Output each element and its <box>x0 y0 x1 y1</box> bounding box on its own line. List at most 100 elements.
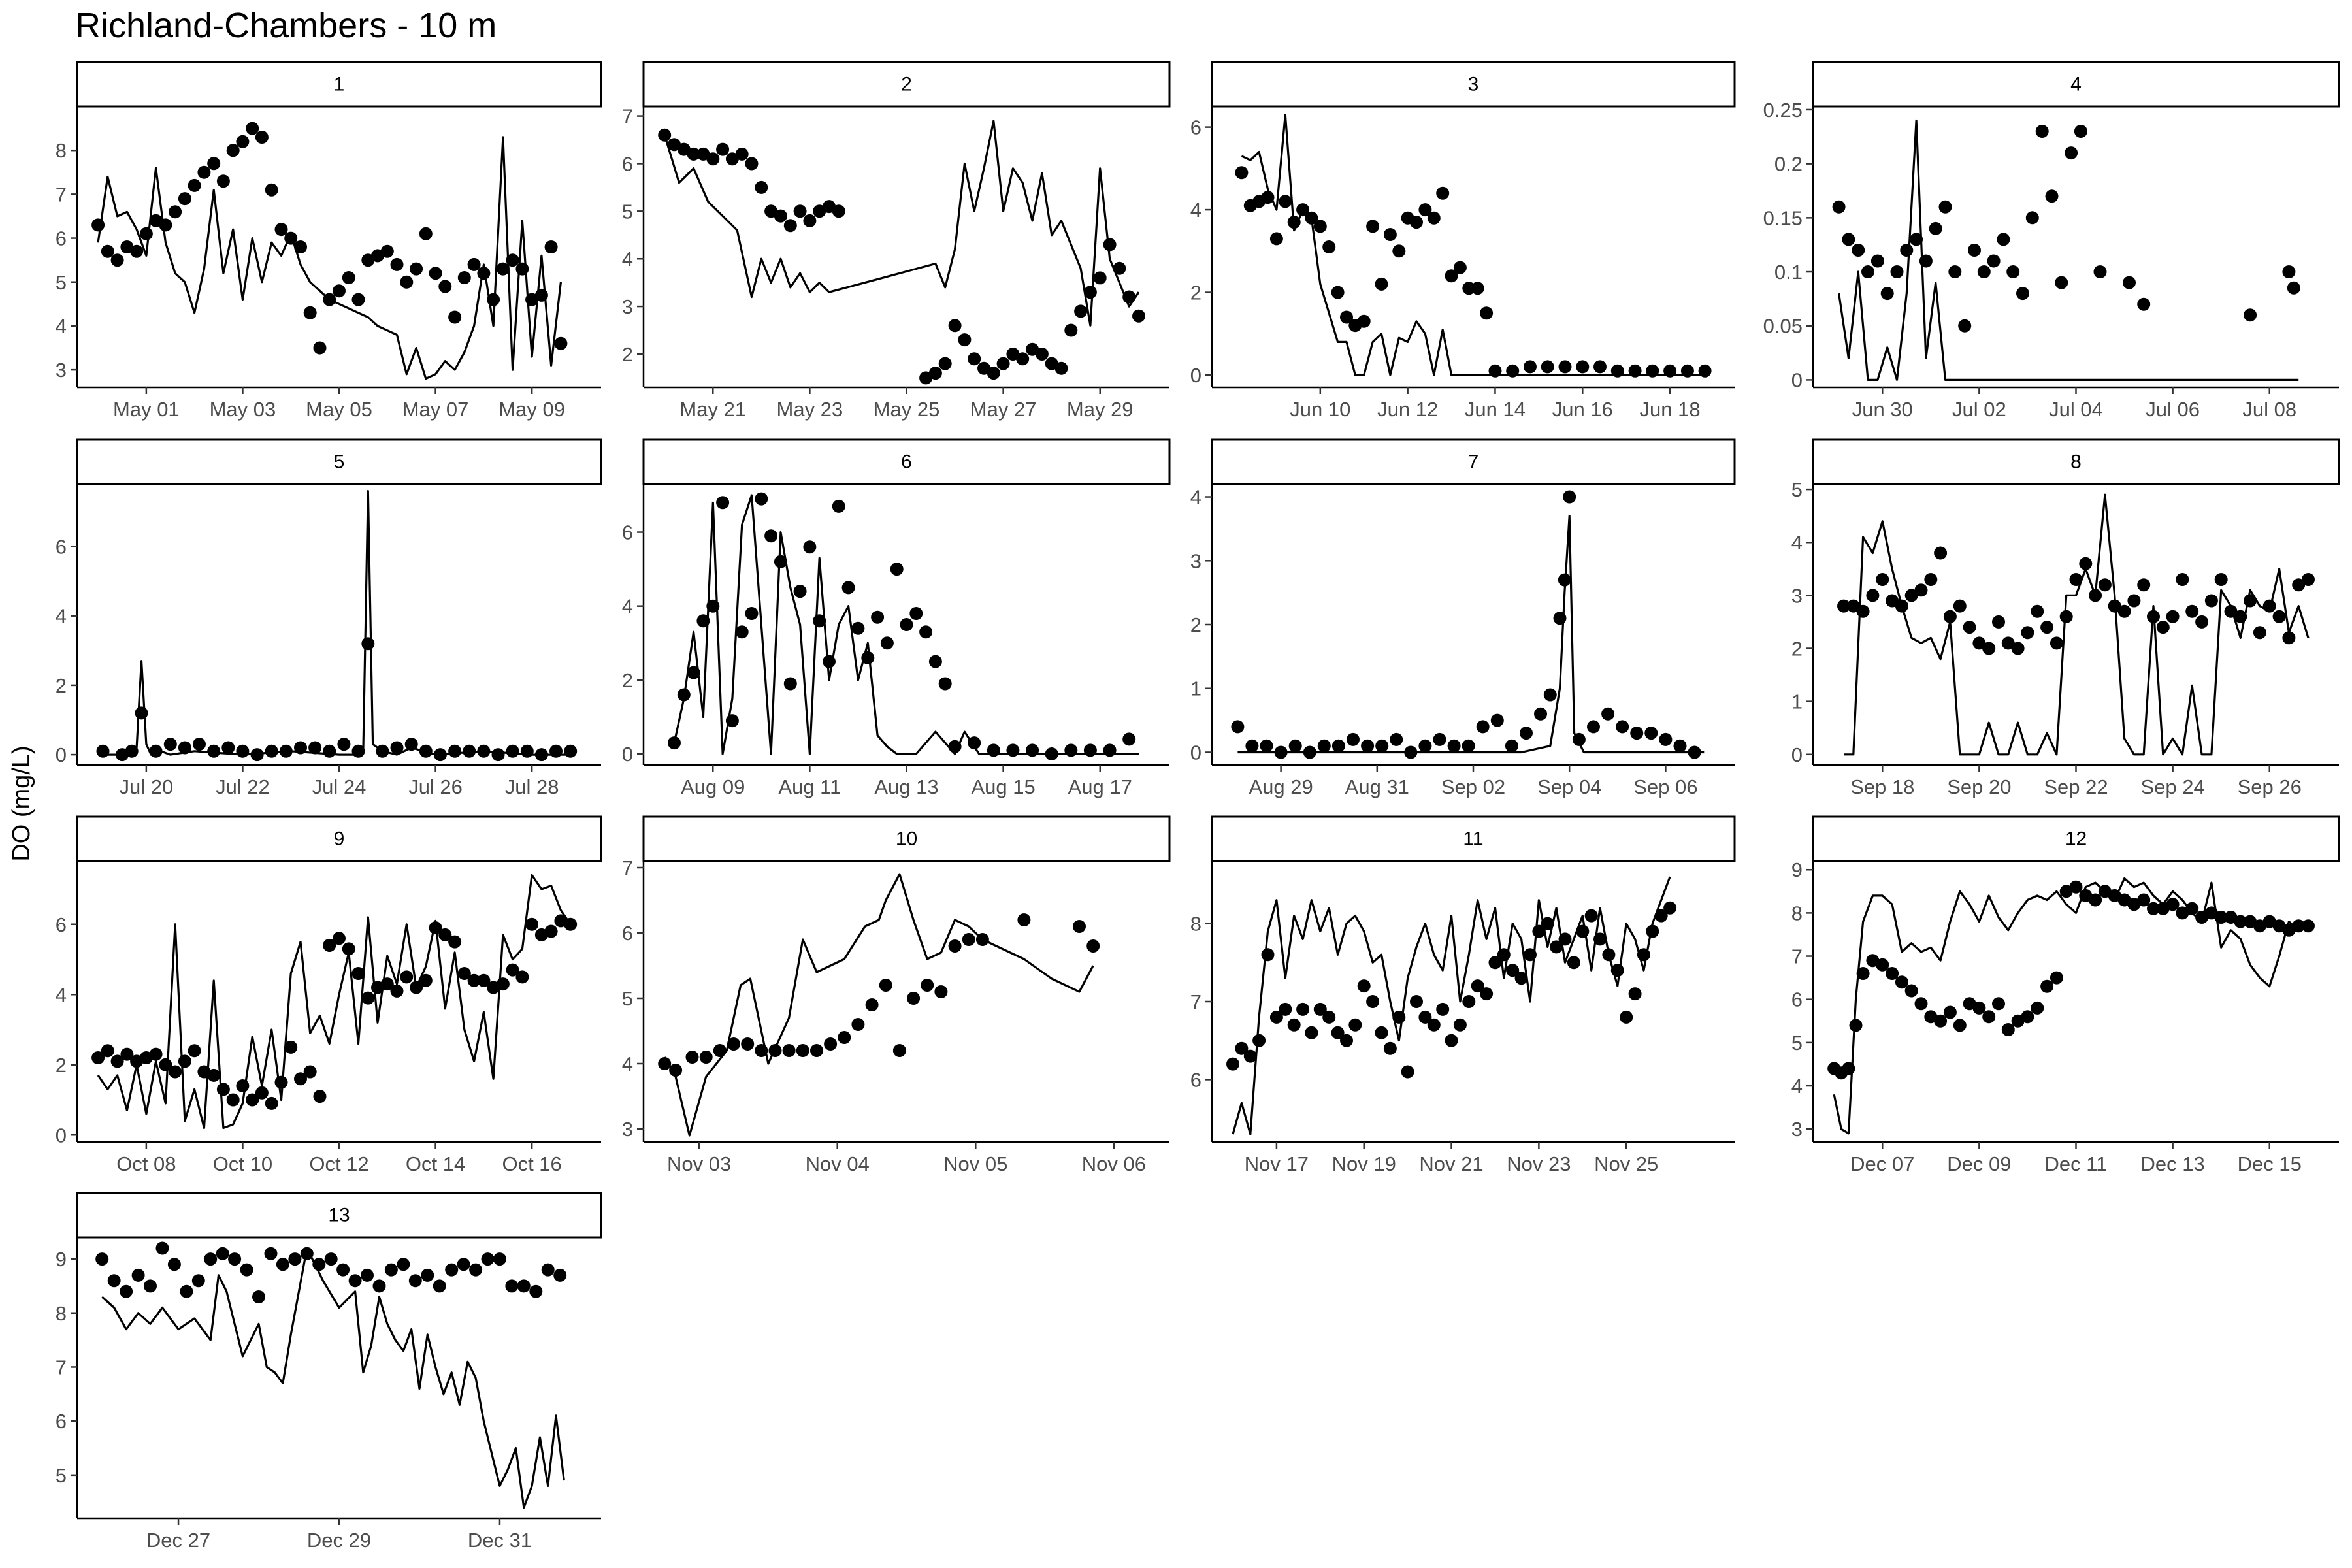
x-tick-label: Dec 15 <box>2238 1152 2302 1175</box>
y-tick-label: 4 <box>622 248 633 270</box>
observed-do-point <box>408 1274 422 1288</box>
observed-do-point <box>101 244 114 258</box>
observed-do-point <box>1122 290 1136 304</box>
y-tick-label: 9 <box>1791 858 1803 881</box>
observed-do-point <box>1404 745 1418 759</box>
observed-do-point <box>1572 732 1586 746</box>
observed-do-point <box>1357 314 1371 328</box>
observed-do-point <box>130 244 144 258</box>
observed-do-point <box>1383 1041 1397 1055</box>
observed-do-point <box>1453 261 1467 274</box>
y-tick-label: 6 <box>1791 988 1803 1011</box>
observed-do-point <box>813 204 826 218</box>
observed-do-point <box>677 142 691 156</box>
observed-do-point <box>2065 146 2078 160</box>
observed-do-point <box>2137 893 2151 907</box>
x-tick-label: Sep 20 <box>1947 776 2011 798</box>
observed-do-point <box>193 738 206 751</box>
observed-do-point <box>1688 745 1701 759</box>
y-tick-label: 4 <box>56 315 67 338</box>
observed-do-point <box>506 963 519 977</box>
facet-strip-label: 7 <box>1468 451 1479 473</box>
observed-do-point <box>1296 203 1310 217</box>
observed-do-point <box>265 1096 278 1110</box>
observed-do-point <box>481 1252 495 1266</box>
observed-do-point <box>1427 211 1441 225</box>
observed-do-point <box>207 157 221 171</box>
observed-do-point <box>438 280 452 293</box>
y-tick-label: 4 <box>1190 199 1201 221</box>
observed-do-point <box>419 744 433 758</box>
observed-do-point <box>1505 739 1518 753</box>
observed-do-point <box>658 1057 672 1070</box>
modeled-do-line <box>97 874 572 1130</box>
observed-do-point <box>163 738 177 751</box>
observed-do-point <box>294 1072 307 1086</box>
facet-strip-label: 5 <box>334 451 345 473</box>
observed-do-point <box>2108 889 2121 902</box>
observed-do-point <box>564 917 578 931</box>
facet-panel-3: 3 0 2 4 6 Jun 10 Jun 12 Jun 14 Jun 16 Jun 18 <box>1190 61 1736 421</box>
observed-do-point <box>1252 1034 1266 1047</box>
observed-do-point <box>429 267 442 280</box>
observed-do-point <box>1045 357 1058 370</box>
modeled-do-line <box>97 136 562 380</box>
y-tick-label: 0 <box>1791 368 1803 391</box>
observed-do-point <box>323 744 336 758</box>
page-title: Richland-Chambers - 10 m <box>75 6 497 45</box>
observed-do-point <box>1418 203 1432 217</box>
observed-do-point <box>274 1075 288 1089</box>
observed-do-point <box>303 1065 317 1079</box>
observed-do-point <box>774 555 787 568</box>
observed-do-point <box>696 147 710 161</box>
observed-do-point <box>668 736 681 750</box>
observed-do-point <box>1331 739 1345 753</box>
y-tick-label: 6 <box>622 922 633 945</box>
y-tick-label: 0.2 <box>1774 153 1803 176</box>
observed-do-point <box>279 744 293 758</box>
observed-do-point <box>549 744 563 758</box>
observed-do-point <box>493 1252 506 1266</box>
x-tick-label: Jun 30 <box>1852 398 1913 421</box>
facet-panel-11: 11 6 7 8 Nov 17 Nov 19 Nov 21 Nov 23 Nov 25 <box>1190 815 1736 1175</box>
observed-do-point <box>1914 997 1928 1011</box>
observed-do-point <box>1490 713 1504 727</box>
observed-do-point <box>351 293 365 306</box>
observed-do-point <box>1842 233 1855 246</box>
x-tick-label: Dec 27 <box>146 1529 210 1552</box>
x-tick-label: Sep 06 <box>1633 776 1697 798</box>
observed-do-point <box>324 1252 338 1266</box>
x-tick-label: Sep 24 <box>2140 776 2204 798</box>
observed-do-point <box>871 610 885 624</box>
observed-do-point <box>1375 1026 1388 1039</box>
observed-do-point <box>1852 244 1865 257</box>
observed-do-point <box>144 1279 157 1293</box>
observed-do-point <box>865 998 879 1011</box>
observed-do-point <box>1673 739 1687 753</box>
observed-do-point <box>1045 747 1058 760</box>
modeled-do-line <box>1237 515 1705 754</box>
modeled-do-line <box>1232 876 1671 1135</box>
observed-do-point <box>810 1044 823 1057</box>
observed-do-point <box>796 1044 809 1057</box>
observed-do-point <box>996 357 1010 370</box>
facet-strip-label: 1 <box>334 74 345 95</box>
x-tick-label: Nov 21 <box>1419 1152 1483 1175</box>
observed-do-point <box>1488 364 1502 378</box>
observed-do-point <box>477 744 491 758</box>
observed-do-point <box>520 744 534 758</box>
observed-do-point <box>727 1037 740 1051</box>
observed-do-point <box>553 1268 567 1282</box>
observed-do-point <box>1064 743 1078 757</box>
observed-do-point <box>1026 342 1039 356</box>
facet-strip <box>642 438 1171 485</box>
observed-do-point <box>1856 967 1870 980</box>
observed-do-point <box>1287 1018 1301 1032</box>
observed-do-point <box>706 152 720 166</box>
observed-do-point <box>400 970 414 984</box>
observed-do-point <box>1895 599 1908 613</box>
observed-do-point <box>246 122 259 135</box>
y-tick-label: 6 <box>56 913 67 936</box>
observed-do-point <box>1226 1057 1239 1071</box>
observed-do-point <box>764 204 778 218</box>
